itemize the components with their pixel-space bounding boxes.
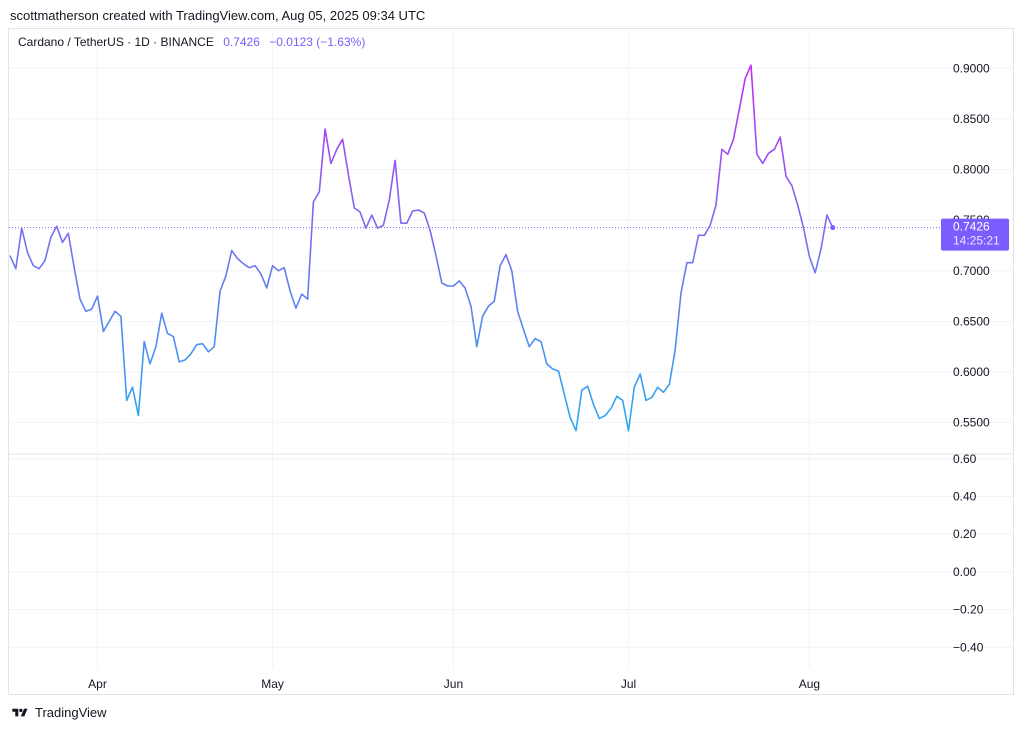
lower-y-tick-label: −0.40 <box>953 640 984 654</box>
upper-y-tick-label: 0.6000 <box>953 365 990 379</box>
x-tick-label: Apr <box>88 677 107 691</box>
time-axis[interactable]: Apr May Jun Jul Aug <box>88 677 820 691</box>
lower-grid <box>9 458 1013 648</box>
lower-y-tick-label: 0.60 <box>953 452 977 466</box>
last-price-point <box>830 225 836 231</box>
lower-y-tick-label: 0.20 <box>953 527 977 541</box>
brand-name: TradingView <box>35 705 107 720</box>
tradingview-logo-icon <box>12 708 28 716</box>
x-tick-label: Aug <box>799 677 820 691</box>
price-tag-countdown: 14:25:21 <box>953 234 1000 248</box>
chart-frame <box>8 28 1014 695</box>
x-tick-label: Jun <box>444 677 463 691</box>
x-tick-label: Jul <box>621 677 636 691</box>
lower-price-axis[interactable]: −0.40 −0.20 0.00 0.20 0.40 0.60 <box>953 452 984 654</box>
current-price-tag: 0.7426 14:25:21 <box>941 218 1009 251</box>
upper-grid <box>9 30 1013 668</box>
symbol-legend[interactable]: Cardano / TetherUS · 1D · BINANCE 0.7426… <box>18 35 365 49</box>
lower-y-tick-label: 0.40 <box>953 489 977 503</box>
footer-brand[interactable]: TradingView <box>10 705 107 720</box>
price-change: −0.0123 (−1.63%) <box>269 35 366 49</box>
upper-y-tick-label: 0.6500 <box>953 314 990 328</box>
upper-y-tick-label: 0.5500 <box>953 416 990 430</box>
upper-y-tick-label: 0.8000 <box>953 163 990 177</box>
price-tag-value: 0.7426 <box>953 220 990 234</box>
chart-caption: scottmatherson created with TradingView.… <box>10 8 426 23</box>
price-line-series[interactable] <box>9 64 834 432</box>
upper-y-tick-label: 0.7000 <box>953 264 990 278</box>
last-price: 0.7426 <box>223 35 260 49</box>
upper-y-tick-label: 0.8500 <box>953 112 990 126</box>
upper-y-tick-label: 0.9000 <box>953 61 990 75</box>
x-tick-label: May <box>261 677 284 691</box>
lower-y-tick-label: −0.20 <box>953 603 984 617</box>
symbol-name: Cardano / TetherUS · 1D · BINANCE <box>18 35 214 49</box>
upper-price-axis[interactable]: 0.55000.60000.65000.70000.75000.80000.85… <box>953 61 990 429</box>
lower-y-tick-label: 0.00 <box>953 565 977 579</box>
